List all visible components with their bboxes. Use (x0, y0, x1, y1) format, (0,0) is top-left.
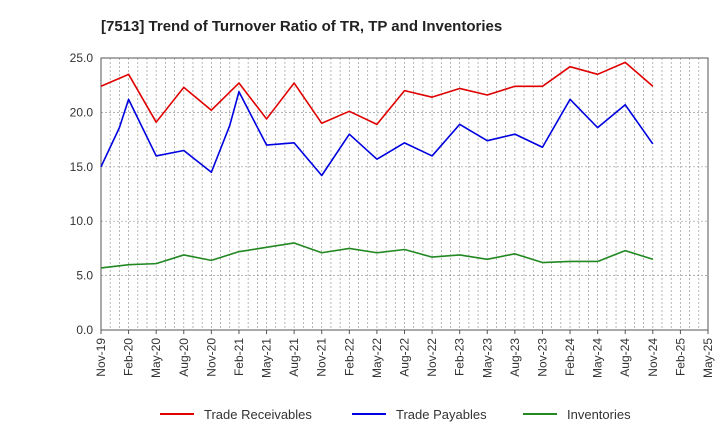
x-tick-label: Nov-19 (94, 338, 108, 377)
x-tick-label: May-20 (149, 338, 163, 378)
x-tick-label: Nov-21 (315, 338, 329, 377)
x-tick-label: Aug-22 (398, 338, 412, 377)
y-tick-label: 20.0 (70, 105, 94, 119)
y-tick-label: 5.0 (76, 269, 93, 283)
y-axis-ticks: 0.0 5.0 10.0 15.0 20.0 25.0 (70, 51, 94, 337)
x-tick-label: May-23 (480, 338, 494, 378)
x-tick-label: May-21 (260, 338, 274, 378)
x-tick-label: Feb-21 (232, 338, 246, 376)
x-axis-ticks: Nov-19 Feb-20 May-20 Aug-20 Nov-20 Feb-21 May-… (94, 330, 715, 378)
grid (101, 58, 708, 330)
chart-title: [7513] Trend of Turnover Ratio of TR, TP… (101, 18, 502, 35)
y-tick-label: 15.0 (70, 160, 94, 174)
x-tick-label: Aug-20 (177, 338, 191, 377)
x-tick-label: Feb-22 (342, 338, 356, 376)
x-tick-label: Feb-23 (453, 338, 467, 376)
x-tick-label: Feb-20 (122, 338, 136, 376)
y-tick-label: 10.0 (70, 214, 94, 228)
y-tick-label: 25.0 (70, 51, 94, 65)
x-tick-label: Feb-24 (563, 338, 577, 376)
x-tick-label: Nov-23 (535, 338, 549, 377)
legend: Trade Receivables Trade Payables Inventori… (160, 407, 631, 422)
series-lines (100, 61, 654, 269)
x-tick-label: Aug-23 (508, 338, 522, 377)
series-line-trade-payables (100, 90, 654, 177)
x-tick-label: Nov-22 (425, 338, 439, 377)
series-line-trade-receivables (100, 61, 654, 126)
x-tick-label: Aug-24 (618, 338, 632, 377)
legend-label-inventories: Inventories (567, 407, 631, 422)
x-tick-label: Feb-25 (673, 338, 687, 376)
x-tick-label: Aug-21 (287, 338, 301, 377)
y-tick-label: 0.0 (76, 323, 93, 337)
x-tick-label: Nov-20 (204, 338, 218, 377)
x-tick-label: May-24 (591, 338, 605, 378)
series-line-inventories (100, 242, 654, 269)
x-tick-label: May-25 (701, 338, 715, 378)
legend-label-trade-payables: Trade Payables (396, 407, 487, 422)
x-tick-label: Nov-24 (646, 338, 660, 377)
x-tick-label: May-22 (370, 338, 384, 378)
legend-label-trade-receivables: Trade Receivables (204, 407, 312, 422)
